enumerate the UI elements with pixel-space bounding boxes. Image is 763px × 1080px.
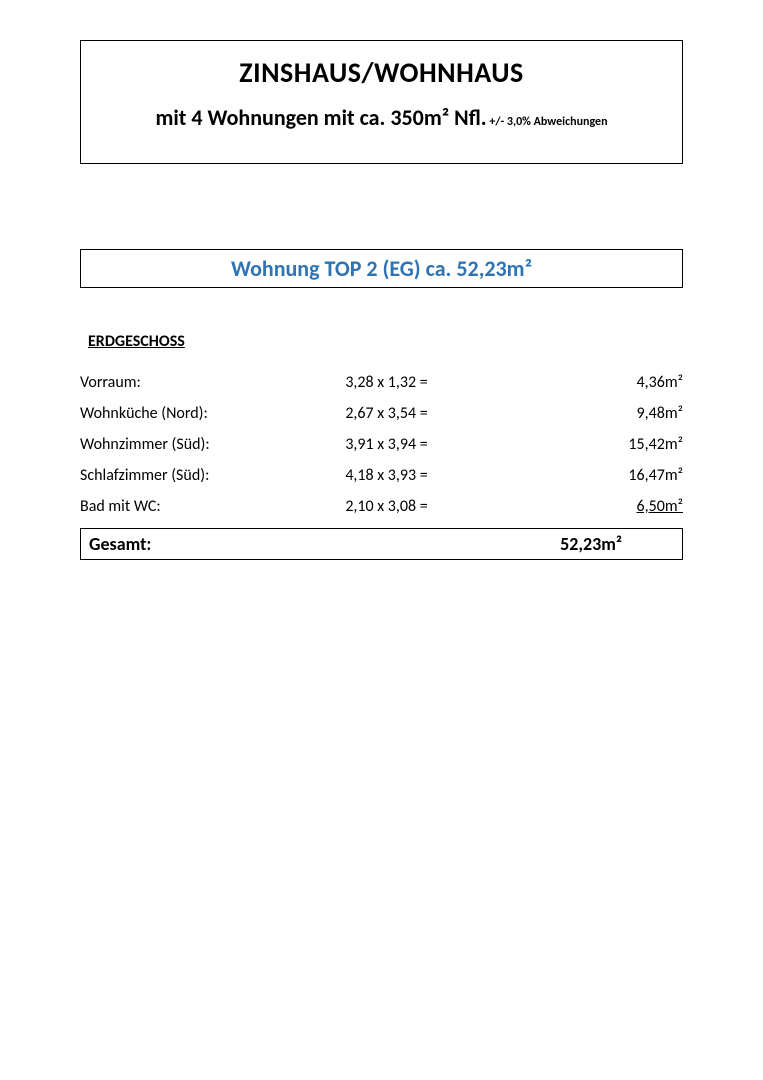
room-row: Bad mit WC:2,10 x 3,08 =6,50m² bbox=[80, 491, 683, 522]
room-area: 6,50m² bbox=[514, 491, 683, 522]
room-row: Wohnküche (Nord):2,67 x 3,54 =9,48m² bbox=[80, 398, 683, 429]
room-area: 15,42m² bbox=[514, 429, 683, 460]
total-box: Gesamt: 52,23m² bbox=[80, 528, 683, 560]
sub-title-line: mit 4 Wohnungen mit ca. 350m² Nfl. +/- 3… bbox=[91, 104, 672, 131]
room-row: Wohnzimmer (Süd):3,91 x 3,94 =15,42m² bbox=[80, 429, 683, 460]
room-name: Vorraum: bbox=[80, 367, 345, 398]
room-name: Bad mit WC: bbox=[80, 491, 345, 522]
room-area: 9,48m² bbox=[514, 398, 683, 429]
room-dimensions: 3,28 x 1,32 = bbox=[345, 367, 514, 398]
floor-heading: ERDGESCHOSS bbox=[88, 332, 683, 351]
room-table: Vorraum:3,28 x 1,32 =4,36m²Wohnküche (No… bbox=[80, 367, 683, 522]
header-box: ZINSHAUS/WOHNHAUS mit 4 Wohnungen mit ca… bbox=[80, 40, 683, 164]
room-dimensions: 2,67 x 3,54 = bbox=[345, 398, 514, 429]
room-area: 4,36m² bbox=[514, 367, 683, 398]
room-dimensions: 3,91 x 3,94 = bbox=[345, 429, 514, 460]
room-name: Schlafzimmer (Süd): bbox=[80, 460, 345, 491]
room-dimensions: 4,18 x 3,93 = bbox=[345, 460, 514, 491]
room-dimensions: 2,10 x 3,08 = bbox=[345, 491, 514, 522]
room-name: Wohnküche (Nord): bbox=[80, 398, 345, 429]
sub-title: mit 4 Wohnungen mit ca. 350m² Nfl. bbox=[155, 104, 486, 131]
total-value: 52,23m² bbox=[560, 533, 674, 555]
room-row: Vorraum:3,28 x 1,32 =4,36m² bbox=[80, 367, 683, 398]
room-name: Wohnzimmer (Süd): bbox=[80, 429, 345, 460]
main-title: ZINSHAUS/WOHNHAUS bbox=[91, 55, 672, 90]
apartment-box: Wohnung TOP 2 (EG) ca. 52,23m² bbox=[80, 249, 683, 288]
room-area: 16,47m² bbox=[514, 460, 683, 491]
room-row: Schlafzimmer (Süd):4,18 x 3,93 =16,47m² bbox=[80, 460, 683, 491]
total-label: Gesamt: bbox=[89, 533, 151, 555]
apartment-title: Wohnung TOP 2 (EG) ca. 52,23m² bbox=[81, 255, 682, 282]
sub-title-small: +/- 3,0% Abweichungen bbox=[487, 115, 608, 129]
